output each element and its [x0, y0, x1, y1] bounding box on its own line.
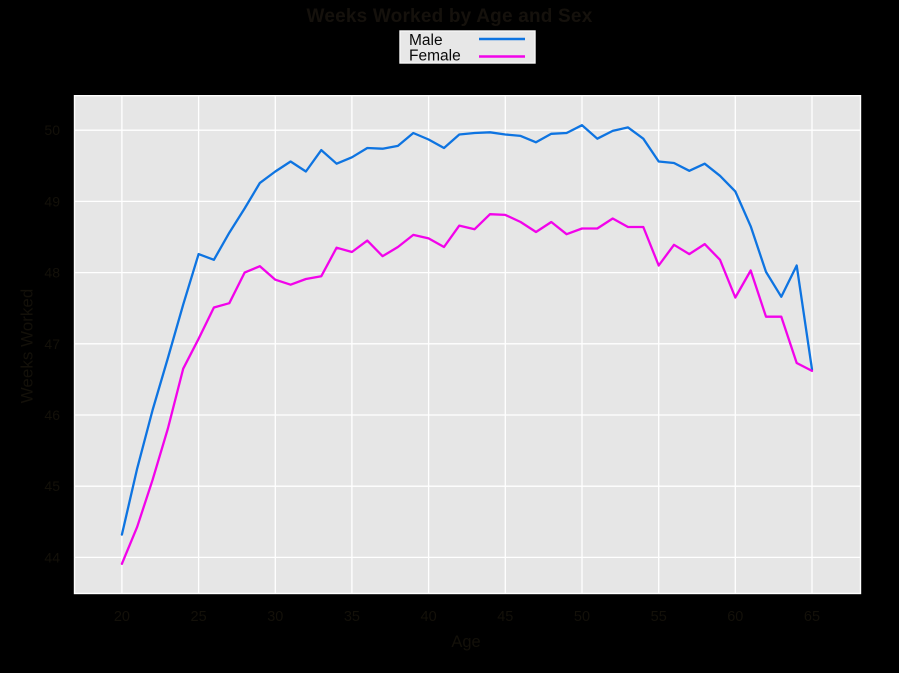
svg-text:35: 35	[344, 609, 360, 625]
svg-text:Weeks Worked: Weeks Worked	[18, 289, 37, 404]
svg-text:25: 25	[191, 609, 207, 625]
svg-text:60: 60	[727, 609, 743, 625]
svg-text:55: 55	[651, 609, 667, 625]
svg-text:Female: Female	[409, 48, 461, 65]
svg-text:46: 46	[44, 407, 60, 423]
svg-text:50: 50	[44, 122, 60, 138]
svg-text:49: 49	[44, 193, 60, 209]
svg-text:47: 47	[44, 336, 60, 352]
svg-text:48: 48	[44, 265, 60, 281]
svg-text:20: 20	[114, 609, 130, 625]
svg-text:44: 44	[44, 549, 60, 565]
svg-text:50: 50	[574, 609, 590, 625]
svg-text:45: 45	[497, 609, 513, 625]
svg-text:40: 40	[421, 609, 437, 625]
svg-text:45: 45	[44, 478, 60, 494]
svg-text:Age: Age	[451, 633, 480, 651]
svg-text:Male: Male	[409, 32, 443, 49]
svg-text:65: 65	[804, 609, 820, 625]
svg-text:30: 30	[267, 609, 283, 625]
svg-text:Weeks Worked by Age and Sex: Weeks Worked by Age and Sex	[307, 6, 593, 27]
